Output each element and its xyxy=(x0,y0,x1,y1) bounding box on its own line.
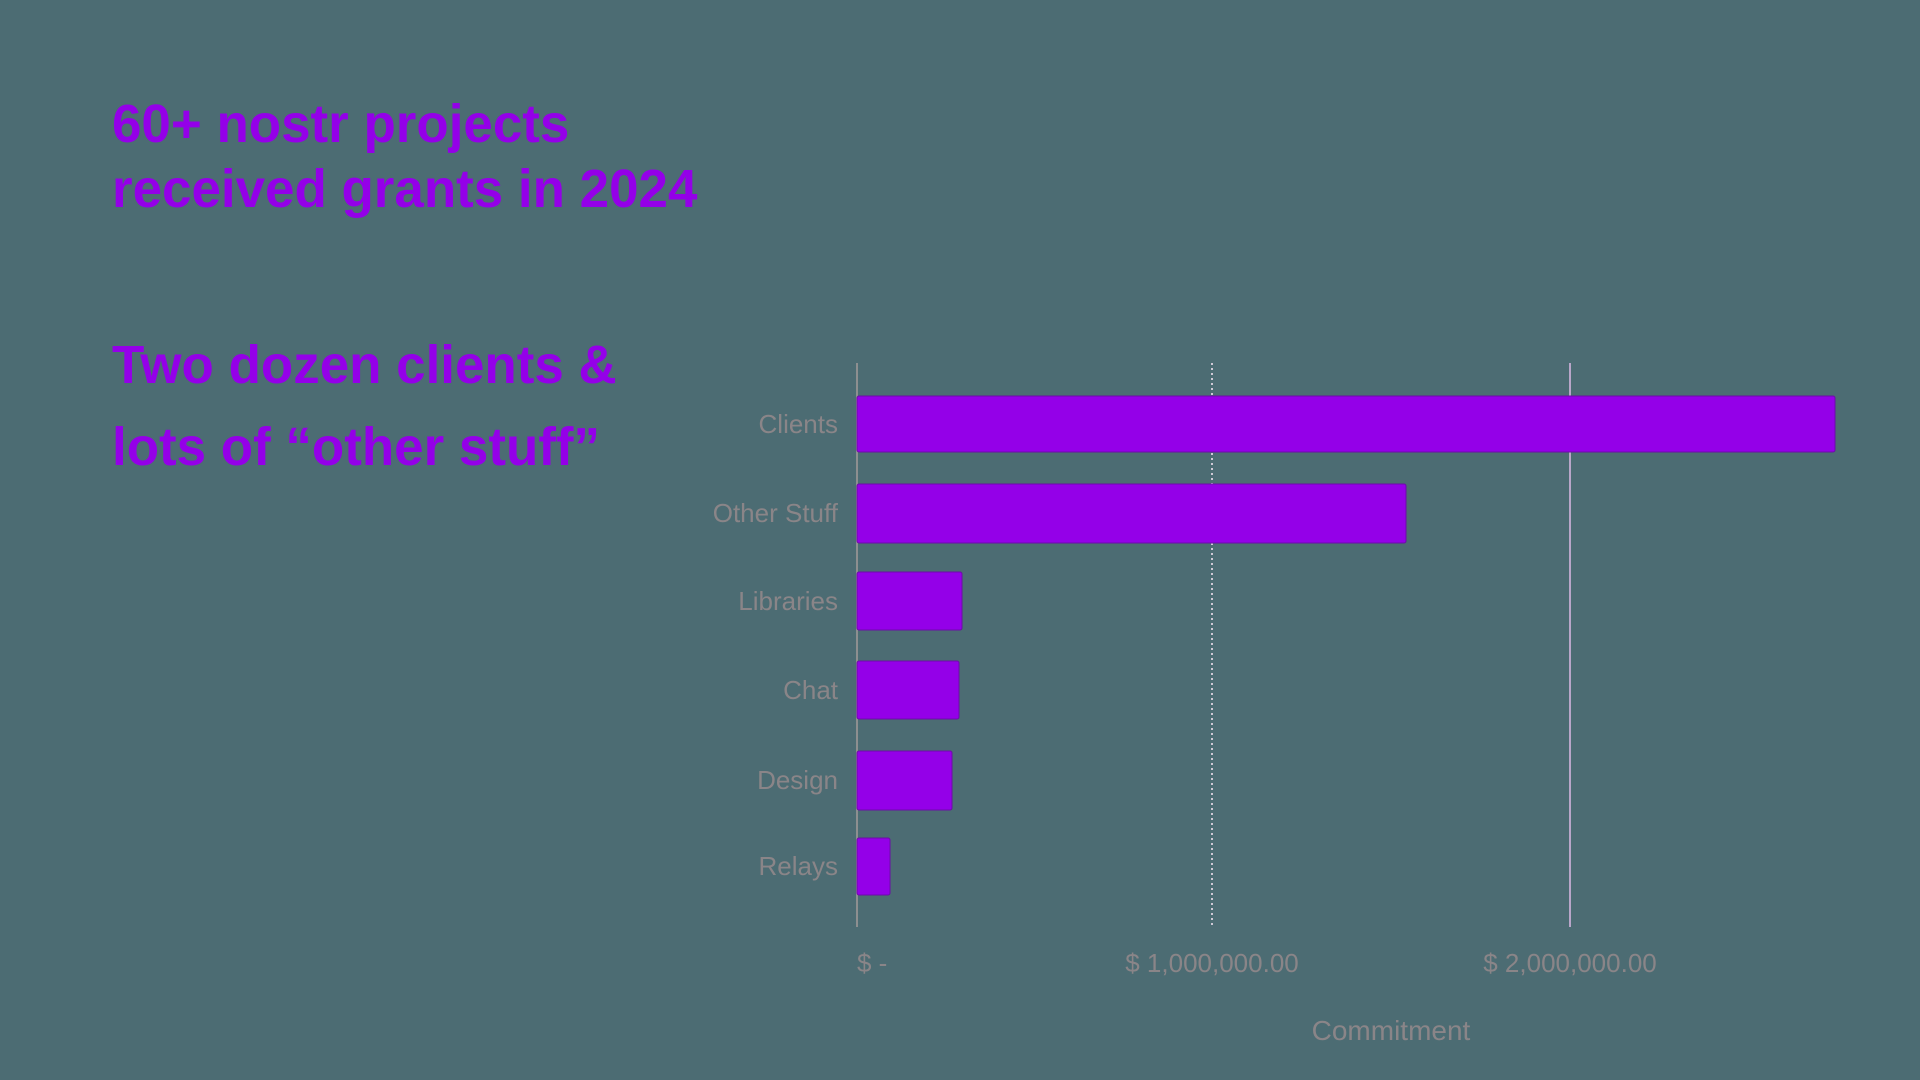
svg-text:$ 1,000,000.00: $ 1,000,000.00 xyxy=(1125,948,1299,978)
svg-text:Relays: Relays xyxy=(759,851,838,881)
svg-text:Other Stuff: Other Stuff xyxy=(713,498,839,528)
svg-text:Design: Design xyxy=(757,765,838,795)
svg-text:$ 2,000,000.00: $ 2,000,000.00 xyxy=(1483,948,1657,978)
svg-text:Commitment: Commitment xyxy=(1312,1015,1471,1046)
svg-text:Clients: Clients xyxy=(759,409,838,439)
svg-text:Chat: Chat xyxy=(783,675,839,705)
svg-text:Libraries: Libraries xyxy=(738,586,838,616)
svg-text:$ -: $ - xyxy=(857,948,887,978)
